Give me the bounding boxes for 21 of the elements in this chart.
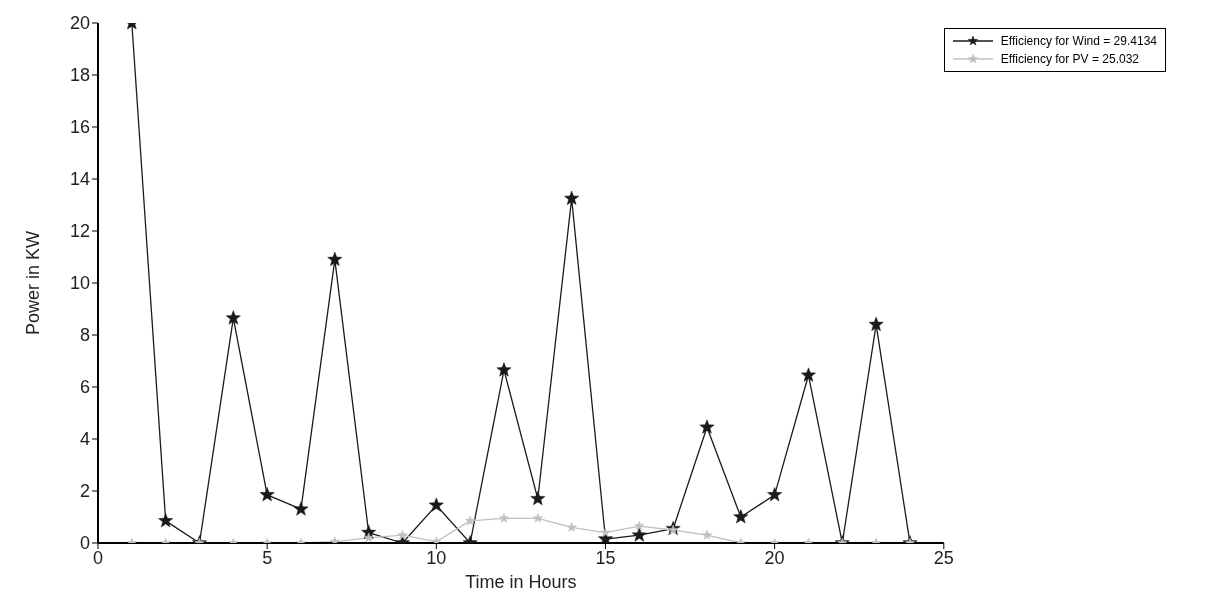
x-tick-label: 10	[426, 547, 447, 568]
y-tick-label: 8	[79, 325, 90, 346]
x-axis-title: Time in Hours	[465, 572, 577, 592]
x-tick-label: 20	[764, 547, 785, 568]
legend-label: Efficiency for Wind = 29.4134	[1000, 33, 1157, 50]
y-tick-label: 0	[79, 533, 90, 554]
y-axis-title: Power in KW	[23, 230, 44, 336]
y-tick-label: 18	[69, 65, 90, 86]
y-tick-label: 4	[79, 429, 90, 450]
legend-label: Efficiency for PV = 25.032	[1000, 51, 1139, 68]
y-tick-label: 10	[69, 273, 90, 294]
x-tick-label: 5	[262, 547, 273, 568]
x-tick-label: 0	[92, 547, 104, 568]
x-tick-label: 25	[933, 547, 954, 568]
x-tick-label: 15	[595, 547, 616, 568]
y-tick-label: 14	[69, 169, 90, 190]
y-tick-label: 12	[69, 221, 90, 242]
y-tick-label: 20	[69, 13, 90, 34]
y-tick-label: 6	[79, 377, 90, 398]
y-tick-label: 16	[69, 117, 90, 138]
y-tick-label: 2	[79, 481, 90, 502]
